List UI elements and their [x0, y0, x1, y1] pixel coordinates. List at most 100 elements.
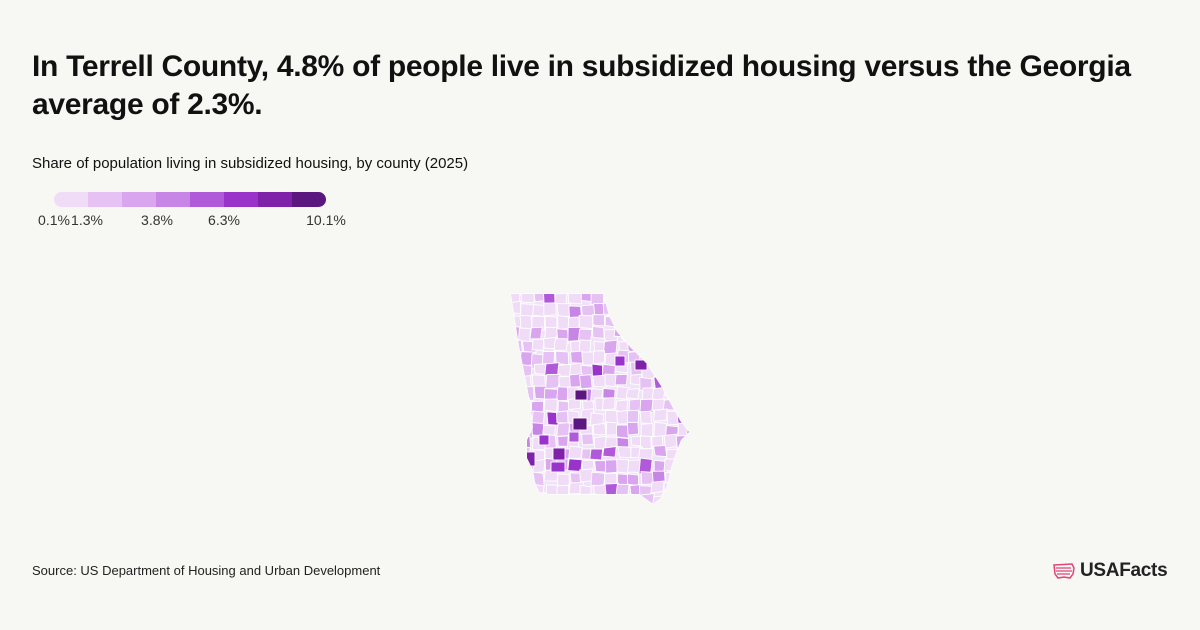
- county-shape[interactable]: [531, 338, 545, 352]
- county-shape[interactable]: [508, 365, 521, 378]
- county-shape[interactable]: [640, 302, 655, 317]
- county-shape[interactable]: [602, 339, 618, 355]
- county-shape[interactable]: [664, 433, 678, 449]
- county-shape-high[interactable]: [538, 434, 550, 446]
- county-shape-high[interactable]: [572, 417, 588, 431]
- county-shape-high[interactable]: [614, 355, 626, 367]
- county-shape[interactable]: [627, 329, 640, 342]
- county-shape[interactable]: [615, 399, 629, 412]
- county-shape[interactable]: [545, 496, 561, 505]
- county-shape[interactable]: [602, 397, 616, 411]
- county-shape[interactable]: [653, 444, 668, 458]
- county-shape[interactable]: [568, 445, 583, 459]
- county-shape[interactable]: [687, 396, 695, 411]
- county-shape[interactable]: [677, 364, 692, 377]
- county-shape[interactable]: [686, 363, 695, 378]
- county-shape[interactable]: [592, 314, 605, 327]
- county-shape[interactable]: [543, 398, 558, 413]
- county-shape[interactable]: [676, 325, 689, 340]
- county-shape[interactable]: [688, 496, 695, 505]
- county-shape[interactable]: [510, 423, 524, 439]
- county-shape[interactable]: [529, 326, 543, 340]
- county-shape[interactable]: [520, 290, 535, 304]
- county-shape[interactable]: [553, 338, 569, 351]
- county-shape[interactable]: [652, 361, 669, 375]
- county-shape[interactable]: [664, 352, 681, 367]
- county-shape[interactable]: [687, 484, 695, 498]
- county-shape[interactable]: [544, 362, 560, 377]
- county-shape[interactable]: [677, 422, 691, 437]
- county-shape[interactable]: [508, 472, 520, 488]
- county-shape[interactable]: [615, 483, 630, 498]
- county-shape[interactable]: [628, 495, 644, 505]
- county-shape[interactable]: [687, 349, 695, 363]
- county-shape[interactable]: [690, 340, 695, 353]
- county-shape[interactable]: [639, 338, 653, 354]
- county-shape[interactable]: [625, 388, 640, 400]
- county-shape[interactable]: [663, 495, 677, 505]
- county-shape[interactable]: [652, 293, 667, 306]
- county-shape[interactable]: [532, 458, 546, 474]
- county-shape[interactable]: [640, 422, 654, 438]
- county-shape[interactable]: [687, 316, 695, 333]
- county-shape[interactable]: [592, 484, 608, 498]
- county-shape[interactable]: [579, 374, 593, 390]
- county-shape[interactable]: [653, 325, 668, 339]
- county-shape[interactable]: [507, 435, 519, 450]
- county-shape[interactable]: [590, 471, 606, 487]
- county-shape[interactable]: [675, 290, 688, 304]
- county-shape[interactable]: [637, 314, 651, 330]
- county-shape[interactable]: [627, 304, 642, 318]
- county-shape[interactable]: [674, 456, 689, 470]
- county-shape[interactable]: [602, 301, 618, 316]
- county-shape[interactable]: [602, 445, 617, 458]
- county-shape[interactable]: [677, 352, 692, 367]
- county-shape[interactable]: [652, 350, 666, 364]
- county-shape[interactable]: [508, 411, 521, 428]
- county-shape[interactable]: [665, 385, 679, 397]
- county-shape[interactable]: [661, 314, 676, 329]
- county-shape-high[interactable]: [552, 447, 566, 461]
- county-shape[interactable]: [641, 493, 655, 505]
- county-shape[interactable]: [661, 291, 677, 306]
- county-shape[interactable]: [675, 386, 691, 403]
- county-shape[interactable]: [664, 302, 677, 316]
- county-shape[interactable]: [651, 313, 667, 325]
- county-shape[interactable]: [663, 364, 678, 379]
- county-shape[interactable]: [567, 458, 583, 472]
- usafacts-logo[interactable]: USAFacts: [1052, 560, 1168, 582]
- county-shape[interactable]: [593, 497, 608, 505]
- county-shape[interactable]: [615, 293, 631, 309]
- county-shape[interactable]: [519, 314, 533, 331]
- county-shape[interactable]: [685, 436, 695, 449]
- county-shape[interactable]: [518, 494, 533, 505]
- county-shape[interactable]: [651, 301, 666, 315]
- county-shape[interactable]: [687, 290, 695, 301]
- county-shape[interactable]: [688, 470, 695, 484]
- county-shape[interactable]: [676, 483, 691, 499]
- county-shape[interactable]: [555, 496, 571, 505]
- county-shape[interactable]: [686, 387, 695, 400]
- county-shape[interactable]: [639, 398, 655, 415]
- county-shape[interactable]: [603, 495, 618, 505]
- county-shape[interactable]: [531, 374, 547, 388]
- county-shape[interactable]: [614, 496, 629, 505]
- county-shape[interactable]: [605, 459, 619, 474]
- county-shape[interactable]: [653, 376, 668, 390]
- county-shape[interactable]: [592, 350, 605, 365]
- county-shape[interactable]: [626, 473, 639, 487]
- county-shape[interactable]: [666, 410, 679, 426]
- county-shape[interactable]: [543, 302, 557, 317]
- county-shape[interactable]: [639, 327, 654, 340]
- county-shape[interactable]: [510, 300, 522, 315]
- county-shape[interactable]: [687, 460, 695, 474]
- county-shape[interactable]: [677, 445, 692, 458]
- county-shape[interactable]: [650, 480, 665, 494]
- county-shape[interactable]: [678, 400, 690, 416]
- county-shape[interactable]: [653, 336, 667, 351]
- county-shape[interactable]: [578, 314, 594, 330]
- county-shape-high[interactable]: [634, 359, 648, 371]
- county-shape[interactable]: [556, 386, 570, 402]
- county-shape[interactable]: [581, 433, 595, 446]
- county-shape[interactable]: [613, 303, 627, 318]
